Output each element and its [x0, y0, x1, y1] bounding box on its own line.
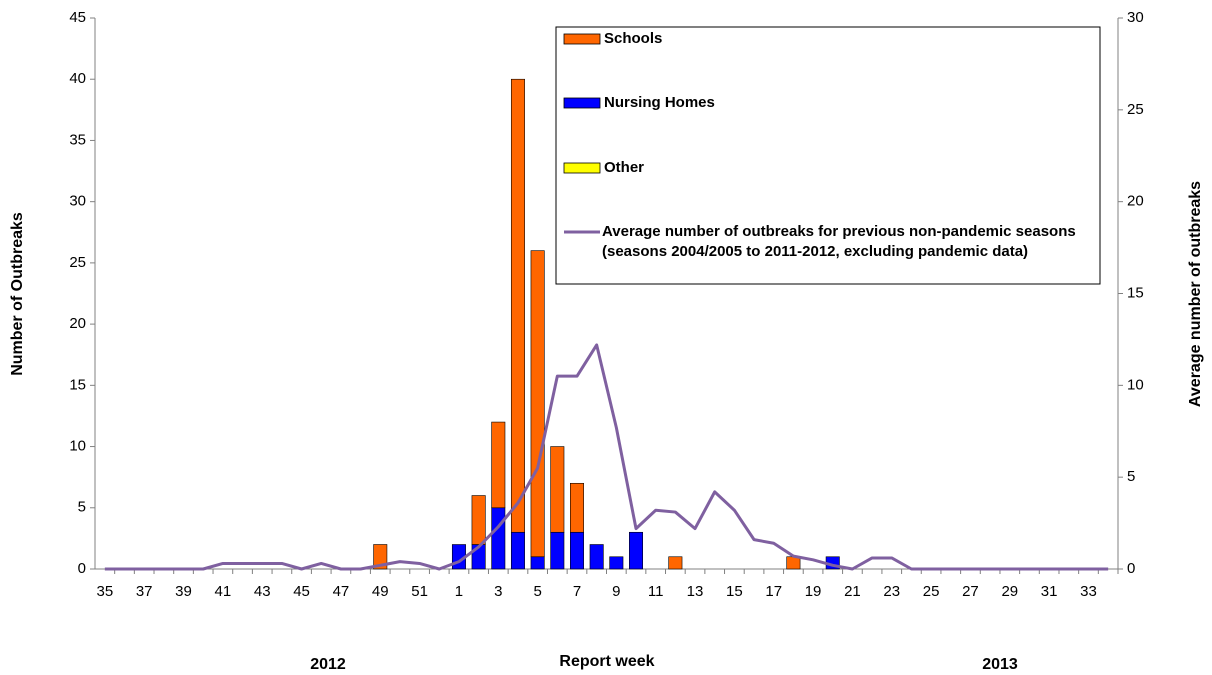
legend-swatch	[563, 33, 601, 45]
legend-label-wrap: Average number of outbreaks for previous…	[602, 223, 1076, 260]
x-tick-label: 23	[883, 583, 900, 600]
x-tick-label: 19	[805, 583, 822, 600]
bar-segment	[668, 556, 683, 570]
x-tick-label: 49	[372, 583, 389, 600]
y-tick-label: 0	[78, 560, 86, 577]
y-axis-title: Number of Outbreaks	[9, 212, 26, 376]
bar-segment	[530, 250, 545, 558]
y-tick-label: 20	[69, 315, 86, 332]
bar-segment	[570, 531, 584, 570]
y-tick-label: 15	[69, 376, 86, 393]
x-tick-label: 3	[494, 583, 502, 600]
x-tick-label: 51	[411, 583, 428, 600]
bar-segment	[510, 78, 525, 533]
average-line	[104, 343, 1109, 571]
x-tick-label: 25	[923, 583, 940, 600]
x-tick-label: 45	[293, 583, 310, 600]
bar-segment	[373, 544, 388, 570]
x-tick-label: 11	[648, 583, 664, 600]
y2-tick-label: 10	[1127, 376, 1144, 393]
y2-tick-label: 20	[1127, 193, 1144, 210]
bar-segment	[510, 531, 525, 570]
year-label: 2012	[310, 656, 346, 673]
bar-segment	[491, 421, 506, 509]
legend-box	[555, 26, 1101, 285]
y2-tick-label: 30	[1127, 9, 1144, 26]
legend-label: Schools	[604, 30, 662, 47]
y2-axis-title: Average number of outbreaks	[1187, 181, 1204, 407]
x-tick-label: 17	[765, 583, 782, 600]
year-label: 2013	[982, 656, 1018, 673]
x-tick-label: 33	[1080, 583, 1097, 600]
x-tick-label: 5	[533, 583, 541, 600]
x-tick-label: 21	[844, 583, 861, 600]
legend-label: Nursing Homes	[604, 94, 715, 111]
x-tick-label: 47	[333, 583, 350, 600]
y2-tick-label: 25	[1127, 101, 1144, 118]
y-tick-label: 45	[69, 9, 86, 26]
x-axis-title: Report week	[559, 653, 654, 670]
y2-tick-label: 15	[1127, 284, 1144, 301]
y2-tick-label: 5	[1127, 468, 1135, 485]
y2-tick-label: 0	[1127, 560, 1135, 577]
x-tick-label: 27	[962, 583, 979, 600]
x-tick-label: 43	[254, 583, 271, 600]
legend-label: Average number of outbreaks for previous…	[602, 223, 1076, 260]
x-tick-label: 35	[96, 583, 113, 600]
y-tick-label: 5	[78, 499, 86, 516]
bar-segment	[629, 531, 643, 570]
y-tick-label: 30	[69, 193, 86, 210]
x-tick-label: 7	[573, 583, 581, 600]
bar-segment	[530, 556, 545, 570]
y-tick-label: 10	[69, 438, 86, 455]
bar-segment	[609, 556, 624, 570]
bar-segment	[786, 556, 801, 570]
y-tick-label: 35	[69, 131, 86, 148]
legend-swatch	[563, 97, 601, 109]
bar-segment	[491, 507, 506, 570]
x-tick-label: 31	[1041, 583, 1058, 600]
legend-swatch	[563, 162, 601, 174]
legend-label: Other	[604, 159, 644, 176]
x-tick-label: 13	[687, 583, 704, 600]
bar-segment	[570, 482, 584, 533]
y-tick-label: 25	[69, 254, 86, 271]
x-tick-label: 41	[215, 583, 232, 600]
legend: Schools Nursing Homes Other Average number …	[555, 26, 1101, 285]
x-tick-label: 1	[455, 583, 463, 600]
bar-segment	[589, 544, 604, 570]
bar-segment	[550, 531, 565, 570]
x-tick-label: 15	[726, 583, 743, 600]
y-tick-label: 40	[69, 70, 86, 87]
x-tick-label: 29	[1001, 583, 1018, 600]
bar-segment	[471, 495, 486, 545]
x-tick-label: 39	[175, 583, 192, 600]
x-tick-label: 37	[136, 583, 153, 600]
x-tick-label: 9	[612, 583, 620, 600]
bar-segment	[550, 446, 565, 533]
